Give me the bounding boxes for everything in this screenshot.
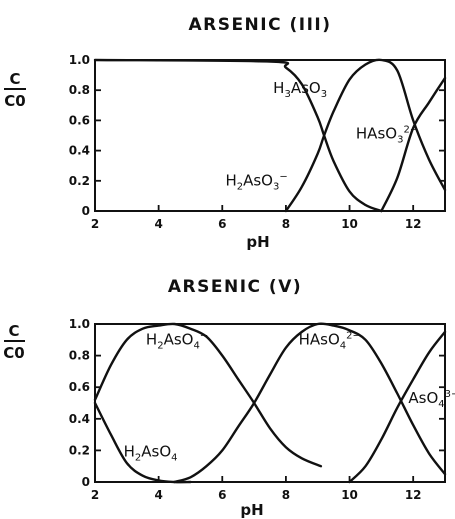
chart-title: ARSENIC (V) [168,277,302,297]
series-line [348,330,447,484]
x-tick-label: 10 [341,217,358,231]
x-axis-label: pH [246,233,269,251]
x-tick-label: 4 [154,488,162,502]
y-tick-label: 0.4 [69,144,90,158]
y-tick-label: 0.2 [69,174,90,188]
y-tick-label: 0 [82,204,90,218]
chart-title: ARSENIC (III) [188,15,331,35]
series-line [173,322,447,484]
y-axis-label-numerator: C [9,70,20,88]
y-tick-label: 1.0 [69,317,90,331]
series-label: H3AsO3 [273,79,327,100]
series-label: H2AsO4 [124,443,178,464]
axis-ticks: 2 4 6 8 10 12 0 0.2 0.4 0.6 0.8 1.0 [69,53,445,231]
series-label: H2AsO3− [225,171,287,192]
y-tick-label: 0.6 [69,113,90,127]
y-tick-label: 1.0 [69,53,90,67]
x-tick-label: 10 [341,488,358,502]
series-line [93,58,383,213]
x-tick-label: 12 [405,488,422,502]
y-axis-label-denominator: C0 [3,344,24,362]
series-label: HAsO32− [356,125,418,146]
x-tick-label: 4 [154,217,162,231]
x-tick-label: 8 [282,488,290,502]
series-label: AsO43− [408,389,455,410]
x-tick-label: 6 [218,217,226,231]
y-tick-label: 0.8 [69,349,90,363]
y-tick-label: 0.6 [69,380,90,394]
x-tick-label: 12 [405,217,422,231]
series-line [380,76,447,213]
y-axis-label: C C0 [4,70,26,110]
panel-arsenic-v: ARSENIC (V) C C0 2 4 6 8 10 12 0 0.2 0.4 0.6 0.8 1.… [3,277,455,519]
y-axis-label-denominator: C0 [4,92,25,110]
y-tick-label: 0.8 [69,83,90,97]
y-tick-label: 0.2 [69,443,90,457]
y-axis-label-numerator: C [8,322,19,340]
plot-frame [94,59,446,212]
axis-ticks: 2 4 6 8 10 12 0 0.2 0.4 0.6 0.8 1.0 [69,317,445,502]
x-tick-label: 2 [91,488,99,502]
series-group: H2AsO4 H2AsO4− HAsO42− AsO43− [93,322,455,484]
series-label: H2AsO4− [146,331,208,352]
series-line [93,322,323,468]
x-tick-label: 2 [91,217,99,231]
y-axis-label: C C0 [3,322,25,362]
y-tick-label: 0 [82,475,90,489]
x-axis-label: pH [240,501,263,519]
series-label: HAsO42− [299,331,361,352]
panel-arsenic-iii: ARSENIC (III) C C0 2 4 6 8 10 12 0 0.2 0.4 0.6 0.8… [4,15,447,251]
y-tick-label: 0.4 [69,412,90,426]
x-tick-label: 8 [282,217,290,231]
x-tick-label: 6 [218,488,226,502]
series-group: H3AsO3 H2AsO3− HAsO32− [93,58,447,213]
